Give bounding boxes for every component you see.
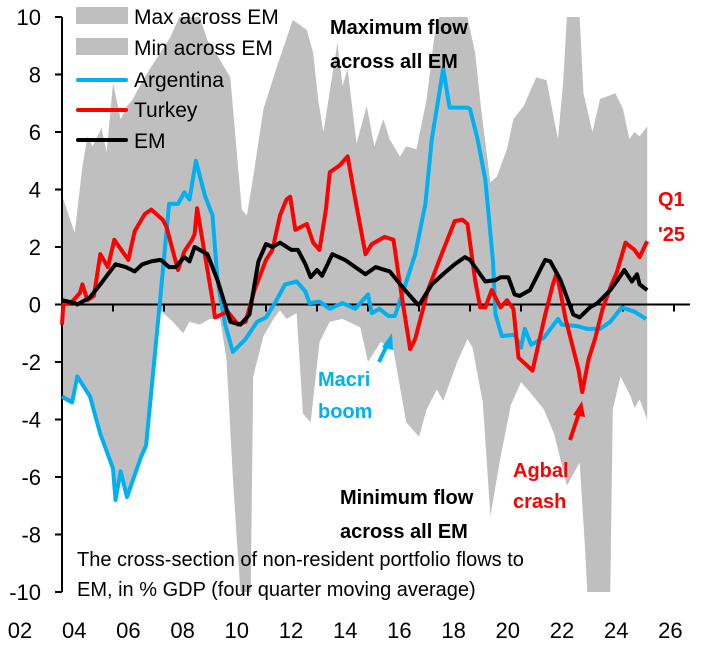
x-tick-label: 26 (658, 618, 682, 643)
y-tick-label: -2 (21, 350, 41, 375)
y-tick-label: -6 (21, 465, 41, 490)
x-tick-label: 24 (604, 618, 628, 643)
legend-label-turkey: Turkey (134, 99, 198, 122)
series-line-turkey (60, 154, 650, 395)
x-tick-label: 22 (550, 618, 574, 643)
y-tick-label: 10 (17, 5, 41, 30)
series-line-argentina (61, 66, 648, 502)
annotation-min-flow: Minimum flow (340, 487, 474, 509)
legend-label-max: Max across EM (134, 6, 279, 29)
y-axis: 10 8 6 4 2 0 -2 -4 -6 -8 -10 (9, 5, 63, 605)
annotation-max-flow: across all EM (330, 51, 458, 73)
x-tick-label: 16 (387, 618, 411, 643)
x-tick-label: 02 (8, 618, 32, 643)
y-tick-label: -8 (21, 523, 41, 548)
y-tick-label: 6 (29, 120, 41, 145)
annotation-macri: boom (318, 401, 372, 423)
x-tick-label: 06 (116, 618, 140, 643)
x-axis: 02 04 06 08 10 12 14 16 18 20 22 24 26 (8, 303, 690, 643)
annotation-min-flow: across all EM (340, 521, 468, 543)
series-lines (60, 66, 650, 502)
legend-label-argentina: Argentina (134, 69, 224, 92)
legend-swatch-min (76, 38, 128, 55)
series-line-em (61, 240, 649, 327)
annotation-max-flow: Maximum flow (330, 17, 468, 39)
x-tick-label: 18 (441, 618, 465, 643)
legend-label-min: Min across EM (134, 37, 273, 60)
chart-caption: The cross-section of non-resident portfo… (77, 549, 524, 571)
annotation-latest-quarter: '25 (658, 224, 685, 246)
x-tick-label: 04 (62, 618, 86, 643)
x-tick-label: 14 (333, 618, 357, 643)
y-tick-label: 8 (29, 63, 41, 88)
y-tick-label: 0 (29, 293, 41, 318)
annotation-latest-quarter: Q1 (658, 189, 685, 211)
y-tick-label: -10 (9, 580, 41, 605)
x-tick-label: 20 (496, 618, 520, 643)
macri-arrow (377, 333, 393, 363)
legend-swatch-max (76, 7, 128, 24)
annotation-agbal: crash (513, 491, 566, 513)
x-tick-label: 10 (225, 618, 249, 643)
x-tick-label: 08 (170, 618, 194, 643)
x-tick-label: 12 (279, 618, 303, 643)
annotation-agbal: Agbal (513, 460, 569, 482)
y-tick-label: -4 (21, 408, 41, 433)
agbal-arrow (568, 401, 585, 441)
chart-caption: EM, in % GDP (four quarter moving averag… (77, 579, 476, 601)
y-tick-label: 2 (29, 235, 41, 260)
legend: Max across EM Min across EM Argentina Tu… (76, 6, 279, 153)
legend-label-em: EM (134, 130, 166, 153)
annotation-macri: Macri (318, 369, 370, 391)
y-tick-label: 4 (29, 178, 41, 203)
